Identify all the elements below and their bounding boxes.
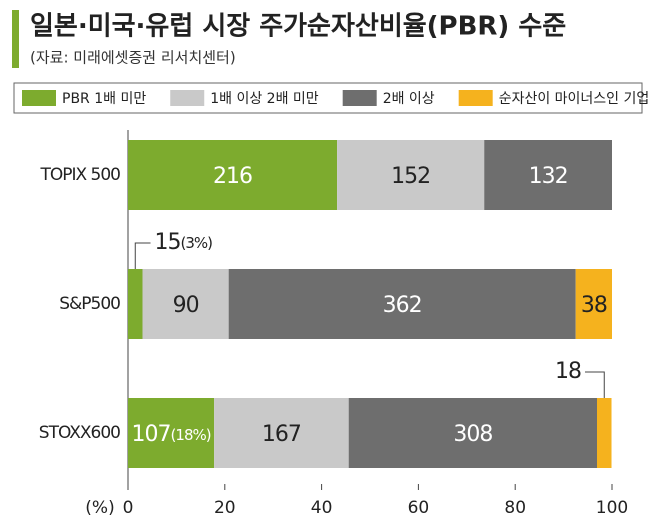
- data-label: 216: [213, 164, 252, 189]
- bar-segment: [142, 269, 229, 339]
- bar-segment: [484, 140, 612, 210]
- legend-label: 순자산이 마이너스인 기업: [499, 91, 650, 107]
- data-label-count: 107: [132, 422, 171, 447]
- data-label: 38: [581, 293, 607, 318]
- data-label: 167: [262, 422, 301, 447]
- legend-label: PBR 1배 미만: [62, 91, 146, 107]
- data-label: 107(18%): [132, 422, 211, 447]
- legend: PBR 1배 미만 1배 이상 2배 미만 2배 이상 순자산이 마이너스인 기업: [22, 90, 649, 107]
- bar-segment: [214, 398, 349, 468]
- data-label-note: (18%): [171, 426, 211, 444]
- bar-segment: [128, 269, 143, 339]
- x-tick-label: 20: [214, 498, 236, 518]
- x-tick-label: 80: [504, 498, 526, 518]
- data-label: 18: [555, 359, 581, 384]
- legend-label: 2배 이상: [383, 91, 435, 107]
- data-label-count: 362: [383, 293, 422, 318]
- bar-segment: [596, 398, 612, 468]
- bar-segment: [337, 140, 485, 210]
- data-label: 132: [529, 164, 568, 189]
- chart-title: 일본·미국·유럽 시장 주가순자산비율(PBR) 수준: [30, 12, 566, 42]
- x-tick-label: 60: [408, 498, 430, 518]
- bar-segment: [348, 398, 597, 468]
- bar-segment: [128, 398, 215, 468]
- data-label-note: (3%): [181, 234, 213, 252]
- data-label: 362: [383, 293, 422, 318]
- bar-segment: [228, 269, 576, 339]
- data-label-count: 18: [555, 359, 581, 384]
- data-label-count: 15: [155, 230, 181, 255]
- data-label: 308: [453, 422, 492, 447]
- legend-label: 1배 이상 2배 미만: [210, 91, 319, 107]
- data-label-count: 216: [213, 164, 252, 189]
- bar-segment: [128, 140, 338, 210]
- legend-swatch: [342, 90, 377, 106]
- x-tick-label: 100: [596, 498, 628, 518]
- data-label: 15(3%): [155, 230, 213, 255]
- data-label-count: 132: [529, 164, 568, 189]
- x-axis-label: (%): [85, 498, 114, 518]
- legend-swatch: [458, 90, 493, 106]
- y-tick-label: S&P500: [59, 294, 120, 314]
- leader-line: [584, 371, 605, 398]
- legend-box: [13, 82, 643, 114]
- leader-line: [134, 242, 151, 269]
- data-label: 152: [391, 164, 430, 189]
- legend-swatch: [170, 90, 205, 106]
- data-label-count: 90: [173, 293, 199, 318]
- bar-segment: [575, 269, 612, 339]
- data-label: 90: [173, 293, 199, 318]
- data-label-count: 152: [391, 164, 430, 189]
- title-accent: [12, 10, 19, 68]
- y-tick-label: STOXX600: [39, 423, 120, 443]
- x-tick-label: 0: [123, 498, 134, 518]
- legend-swatch: [22, 90, 56, 106]
- x-tick-label: 40: [311, 498, 333, 518]
- data-label-count: 167: [262, 422, 301, 447]
- data-label-count: 308: [453, 422, 492, 447]
- y-tick-label: TOPIX 500: [39, 165, 120, 185]
- data-label-count: 38: [581, 293, 607, 318]
- chart-subtitle: (자료: 미래에셋증권 리서치센터): [30, 49, 236, 67]
